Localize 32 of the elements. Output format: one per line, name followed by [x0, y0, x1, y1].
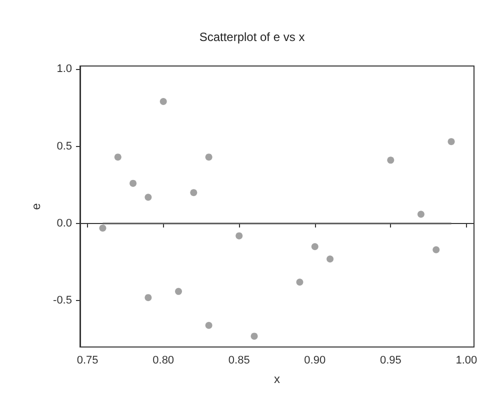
- point: [205, 322, 212, 329]
- point: [190, 189, 198, 196]
- point: [296, 278, 304, 286]
- point: [417, 210, 424, 218]
- point: [130, 180, 137, 187]
- point: [250, 332, 258, 340]
- chart-title: Scatterplot of e vs x: [199, 30, 305, 44]
- point: [311, 243, 318, 250]
- point: [326, 255, 334, 262]
- point: [236, 232, 243, 240]
- y-tick-label: -0.5: [53, 294, 72, 307]
- y-tick-label: 1.0: [56, 63, 72, 76]
- x-axis-title: x: [274, 372, 280, 386]
- point: [114, 154, 122, 161]
- x-tick-label: 0.95: [380, 354, 402, 366]
- point: [448, 138, 455, 146]
- point: [432, 246, 440, 254]
- point: [144, 194, 152, 201]
- y-axis-title: e: [29, 202, 43, 210]
- point: [387, 156, 394, 164]
- x-tick-label: 1.00: [456, 354, 478, 366]
- point: [99, 224, 106, 232]
- point: [144, 294, 152, 302]
- point: [175, 288, 182, 295]
- y-tick-label: 0.5: [56, 140, 72, 152]
- point: [160, 98, 167, 106]
- y-tick-label: 0.0: [56, 217, 72, 230]
- x-tick-label: 0.90: [304, 354, 326, 366]
- x-tick-label: 0.85: [228, 354, 250, 366]
- point: [205, 154, 212, 161]
- x-tick-label: 0.75: [76, 354, 98, 366]
- x-tick-label: 0.80: [152, 354, 174, 366]
